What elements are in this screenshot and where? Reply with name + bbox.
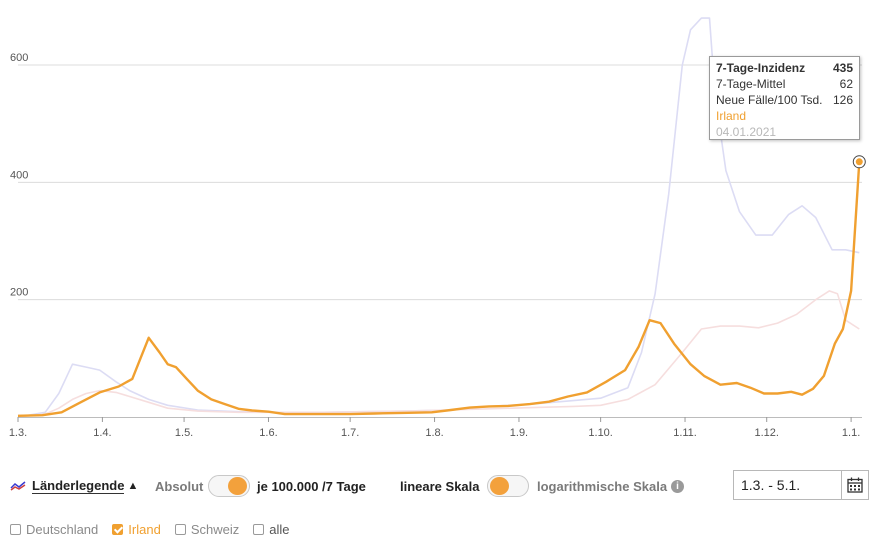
x-tick-label: 1.4. <box>93 427 111 439</box>
x-tick-label: 1.1. <box>842 427 860 439</box>
tooltip-date: 04.01.2021 <box>716 125 777 139</box>
series-layer <box>17 17 861 418</box>
series-line-irland <box>17 161 861 417</box>
tooltip-row2-label: Neue Fälle/100 Tsd. <box>716 93 823 107</box>
legend-lines-icon <box>10 481 26 491</box>
country-label: Schweiz <box>190 521 240 537</box>
x-tick-label: 1.5. <box>175 427 193 439</box>
linear-scale-label[interactable]: lineare Skala <box>400 479 480 494</box>
info-icon[interactable]: i <box>671 480 684 493</box>
hover-point-dot <box>855 158 863 166</box>
tooltip: 7-Tage-Inzidenz 435 7-Tage-Mittel 62 Neu… <box>709 56 860 140</box>
tooltip-title-value: 435 <box>832 61 853 75</box>
absolute-label[interactable]: Absolut <box>155 479 204 494</box>
x-tick-label: 1.11. <box>673 427 697 439</box>
checkbox-icon <box>174 523 186 535</box>
log-scale-label[interactable]: logarithmische Skala <box>537 479 668 494</box>
country-label: Irland <box>128 521 161 537</box>
x-axis: 1.3. 1.4. 1.5. 1.6. 1.7. 1.8. 1.9. 1.10. 1.11. 1.… <box>9 417 862 439</box>
toggle-knob <box>490 477 509 495</box>
country-checkbox-all[interactable]: alle <box>253 522 289 537</box>
country-checkboxes: Deutschland Irland Schweiz alle <box>10 520 303 538</box>
calendar-button[interactable] <box>841 471 868 499</box>
country-checkbox-deutschland[interactable]: Deutschland <box>10 522 98 537</box>
date-range-picker <box>733 470 869 500</box>
x-tick-label: 1.6. <box>259 427 277 439</box>
x-tick-label: 1.8. <box>425 427 443 439</box>
country-label: alle <box>269 521 290 537</box>
country-legend-label: Länderlegende <box>32 478 125 494</box>
series-line-background <box>17 17 860 418</box>
tooltip-row2-value: 126 <box>832 93 853 107</box>
checkbox-icon <box>10 523 21 535</box>
tooltip-row1-value: 62 <box>839 77 853 91</box>
x-tick-label: 1.9. <box>510 427 528 439</box>
x-tick-label: 1.3. <box>9 427 27 439</box>
country-label: Deutschland <box>26 521 99 537</box>
chart-controls: Länderlegende ▲ Absolut je 100.000 /7 Ta… <box>0 470 884 504</box>
series-line-background <box>17 290 860 418</box>
tooltip-row1-label: 7-Tage-Mittel <box>716 77 786 91</box>
tooltip-title: 7-Tage-Inzidenz <box>716 61 806 75</box>
tooltip-country: Irland <box>716 109 747 123</box>
scale-toggle[interactable] <box>487 475 529 497</box>
country-checkbox-irland[interactable]: Irland <box>112 522 161 537</box>
x-tick-label: 1.7. <box>341 427 359 439</box>
per-100k-label[interactable]: je 100.000 /7 Tage <box>257 479 366 494</box>
hover-marker-layer <box>852 155 866 169</box>
checkbox-checked-icon <box>112 523 124 535</box>
country-legend-toggle[interactable]: Länderlegende ▲ <box>10 478 138 494</box>
country-checkbox-schweiz[interactable]: Schweiz <box>174 521 240 537</box>
triangle-up-icon: ▲ <box>127 480 139 492</box>
absolute-per100k-toggle[interactable] <box>208 475 250 497</box>
x-tick-label: 1.12. <box>754 427 778 439</box>
y-tick-label: 200 <box>10 287 28 299</box>
x-tick-label: 1.10. <box>588 427 612 439</box>
y-tick-label: 400 <box>10 169 28 181</box>
calendar-icon <box>847 477 863 493</box>
y-tick-label: 600 <box>10 52 28 64</box>
date-range-input[interactable] <box>734 471 842 499</box>
toggle-knob <box>228 477 247 495</box>
checkbox-icon <box>253 523 265 535</box>
